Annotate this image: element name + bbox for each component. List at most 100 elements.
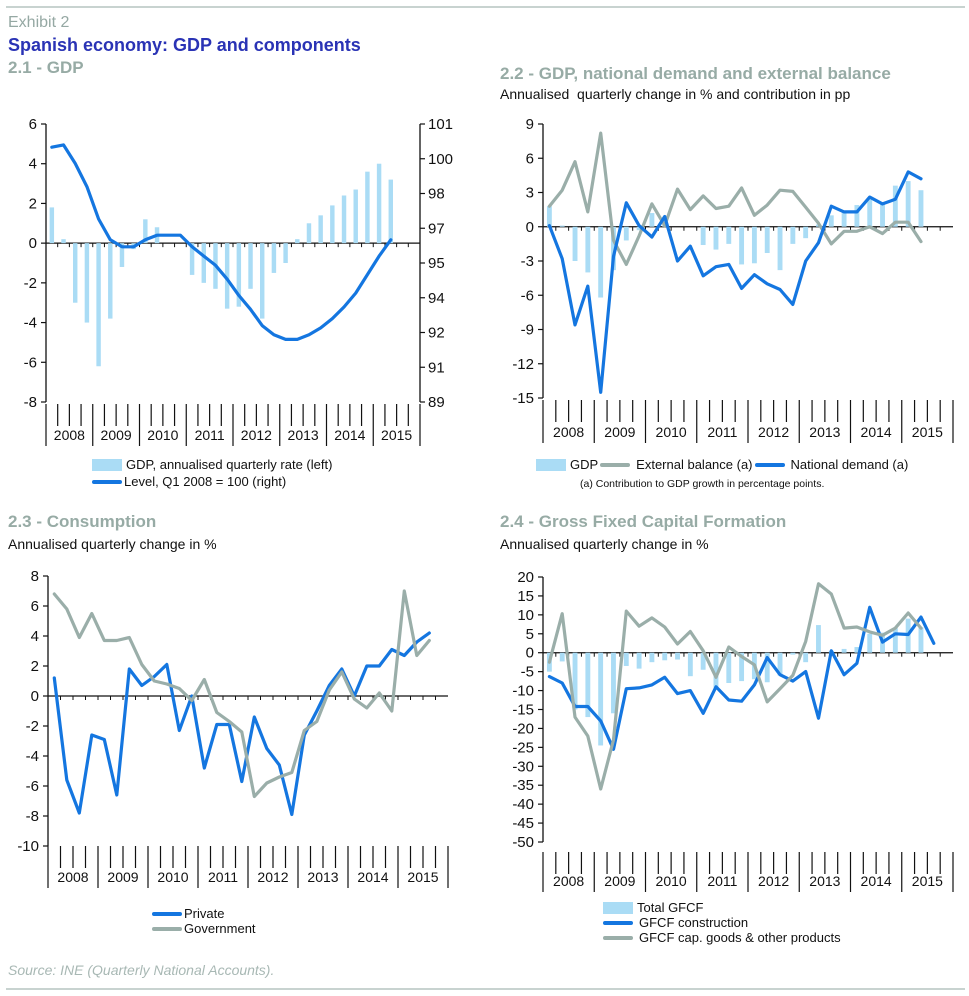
bar [119, 243, 125, 267]
y-tick-label: 6 [29, 116, 37, 133]
bar [143, 219, 148, 244]
bar [585, 652, 591, 718]
y-tick-label: -12 [512, 356, 534, 373]
x-tick-label: 2008 [553, 424, 584, 440]
y-tick-label: 2 [29, 195, 37, 212]
bar [649, 213, 655, 227]
bar [559, 225, 565, 227]
bar [841, 210, 847, 227]
x-tick-label: 2010 [656, 424, 687, 440]
y-tick-label: -2 [24, 275, 37, 292]
bar [841, 648, 847, 653]
legend-swatch-bar [603, 901, 633, 914]
exhibit-title: Spanish economy: GDP and components [8, 35, 361, 55]
bar [330, 205, 335, 244]
x-tick-label: 2011 [195, 427, 225, 443]
y-tick-label: 4 [29, 156, 37, 173]
x-tick-label: 2012 [758, 873, 789, 889]
chart-2-2: 9 6 3 0 -3 -6 -9 -12 -15 2008 2009 2010 2011 2012 2013… [512, 116, 954, 443]
bar [687, 652, 693, 677]
y-tick-label: -6 [521, 287, 534, 304]
panel-title-demand: 2.2 - GDP, national demand and external … [500, 64, 891, 83]
bar [572, 226, 578, 261]
x-tick-label: 2015 [912, 424, 943, 440]
legend-item-capgoods: GFCF cap. goods & other products [603, 930, 841, 945]
y-tick-label: 0 [526, 645, 534, 662]
x-tick-label: 2009 [101, 427, 132, 443]
legend-label: Government [184, 921, 256, 936]
source-note: Source: INE (Quarterly National Accounts… [8, 962, 275, 978]
bar [306, 223, 312, 244]
x-tick-label: 2009 [107, 869, 138, 885]
top-rule [6, 6, 965, 8]
bar [828, 215, 834, 227]
legend-item-government: Government [152, 921, 256, 936]
bar [611, 652, 616, 714]
bar [892, 628, 898, 653]
bar [751, 226, 757, 264]
y-tick-label: -20 [512, 720, 534, 737]
series-line-gfcf-cap-goods-other-products [547, 582, 923, 791]
bottom-rule [6, 988, 965, 990]
legend-consumption: Private Government [152, 906, 256, 936]
bar [803, 652, 809, 663]
y-tick-label-right: 89 [428, 394, 445, 411]
legend-swatch-line [600, 462, 631, 467]
bar [739, 652, 745, 682]
bar [388, 179, 394, 244]
x-tick-label: 2013 [288, 427, 319, 443]
legend-swatch-line [92, 479, 122, 484]
bar [623, 652, 629, 666]
series-line-gfcf-construction [547, 605, 936, 751]
exhibit-label: Exhibit 2 [8, 14, 70, 31]
series-line-external-balance-a- [547, 131, 923, 266]
bar [585, 226, 591, 273]
legend-demand: GDP External balance (a) National demand… [536, 456, 908, 473]
bar [867, 199, 873, 227]
legend-item-gdp-bar: GDP, annualised quarterly rate (left) [92, 456, 332, 473]
bar [598, 652, 604, 746]
y-tick-label: -3 [521, 253, 534, 270]
bar [867, 633, 873, 653]
bar [892, 185, 898, 227]
panel-title-gdp: 2.1 - GDP [8, 58, 84, 77]
series-line-government [52, 589, 431, 799]
y-tick-label: -40 [512, 796, 534, 813]
legend-swatch-line [152, 926, 182, 931]
x-tick-label: 2010 [656, 873, 687, 889]
bar [700, 652, 706, 670]
bar [84, 243, 90, 323]
y-tick-label: 6 [31, 598, 39, 615]
series-line-level-q1-2008-100-right- [50, 143, 393, 341]
bar [713, 652, 719, 689]
bar [803, 226, 809, 239]
chart-2-1: 6 4 2 0 -2 -4 -6 -8 101 100 98 97 95 94 92 91 89 2008 2009… [24, 116, 453, 446]
x-tick-label: 2011 [208, 869, 238, 885]
bar [918, 627, 924, 653]
y-tick-label: 8 [31, 568, 39, 585]
legend-item-private: Private [152, 906, 256, 921]
bar [777, 226, 783, 271]
y-tick-label-right: 95 [428, 255, 445, 272]
y-tick-label: 2 [31, 658, 39, 675]
bar [649, 652, 655, 663]
bar [726, 226, 732, 244]
legend-label: Total GFCF [637, 900, 704, 915]
x-tick-label: 2008 [553, 873, 584, 889]
legend-swatch-line [152, 911, 182, 916]
bar [318, 215, 323, 244]
y-tick-label: 15 [517, 588, 534, 605]
bar [61, 239, 66, 244]
y-tick-label-right: 91 [428, 359, 445, 376]
y-tick-label: -15 [512, 702, 534, 719]
bar [854, 205, 860, 227]
y-tick-label: 20 [517, 569, 534, 586]
y-tick-label: -9 [521, 322, 534, 339]
bar [790, 652, 796, 655]
bar [236, 243, 242, 307]
y-tick-label: -45 [512, 815, 534, 832]
x-tick-label: 2009 [604, 873, 635, 889]
bar [880, 203, 885, 227]
chart-2-3: 8 6 4 2 0 -2 -4 -6 -8 -10 2008 2009 2010 2011 2012 2013… [17, 568, 449, 888]
